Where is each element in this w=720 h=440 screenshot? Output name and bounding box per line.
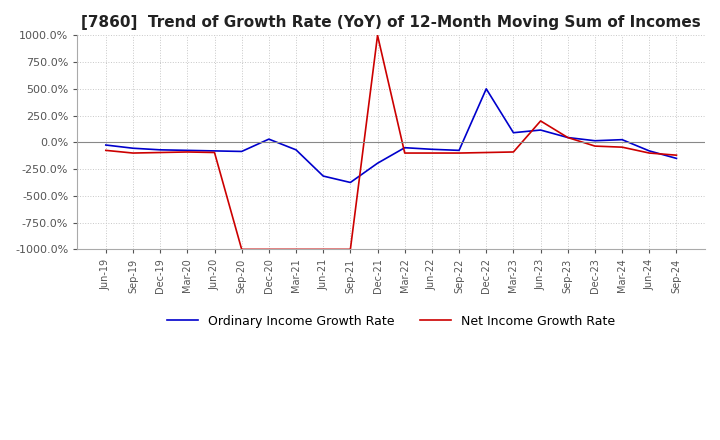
Net Income Growth Rate xyxy=(346,247,355,252)
Net Income Growth Rate xyxy=(292,247,300,252)
Net Income Growth Rate xyxy=(536,118,545,124)
Net Income Growth Rate xyxy=(672,153,681,158)
Ordinary Income Growth Rate xyxy=(645,148,654,154)
Ordinary Income Growth Rate xyxy=(564,135,572,140)
Ordinary Income Growth Rate xyxy=(618,137,626,142)
Ordinary Income Growth Rate xyxy=(238,149,246,154)
Net Income Growth Rate xyxy=(618,144,626,150)
Legend: Ordinary Income Growth Rate, Net Income Growth Rate: Ordinary Income Growth Rate, Net Income … xyxy=(162,310,620,333)
Net Income Growth Rate xyxy=(238,247,246,252)
Ordinary Income Growth Rate xyxy=(536,128,545,133)
Net Income Growth Rate xyxy=(319,247,328,252)
Net Income Growth Rate xyxy=(210,150,219,155)
Net Income Growth Rate xyxy=(455,150,464,156)
Ordinary Income Growth Rate xyxy=(672,156,681,161)
Ordinary Income Growth Rate xyxy=(292,147,300,153)
Net Income Growth Rate xyxy=(590,143,599,149)
Ordinary Income Growth Rate xyxy=(590,138,599,143)
Ordinary Income Growth Rate xyxy=(482,86,490,92)
Line: Net Income Growth Rate: Net Income Growth Rate xyxy=(106,35,677,249)
Net Income Growth Rate xyxy=(264,247,273,252)
Net Income Growth Rate xyxy=(129,150,138,156)
Ordinary Income Growth Rate xyxy=(428,147,436,152)
Ordinary Income Growth Rate xyxy=(455,148,464,153)
Title: [7860]  Trend of Growth Rate (YoY) of 12-Month Moving Sum of Incomes: [7860] Trend of Growth Rate (YoY) of 12-… xyxy=(81,15,701,30)
Net Income Growth Rate xyxy=(564,135,572,140)
Ordinary Income Growth Rate xyxy=(183,148,192,153)
Ordinary Income Growth Rate xyxy=(509,130,518,136)
Net Income Growth Rate xyxy=(183,149,192,154)
Ordinary Income Growth Rate xyxy=(210,148,219,154)
Ordinary Income Growth Rate xyxy=(373,161,382,166)
Ordinary Income Growth Rate xyxy=(264,136,273,142)
Net Income Growth Rate xyxy=(156,150,164,155)
Net Income Growth Rate xyxy=(400,150,409,156)
Ordinary Income Growth Rate xyxy=(102,143,110,148)
Ordinary Income Growth Rate xyxy=(156,147,164,153)
Net Income Growth Rate xyxy=(102,148,110,153)
Net Income Growth Rate xyxy=(482,150,490,155)
Net Income Growth Rate xyxy=(428,150,436,156)
Net Income Growth Rate xyxy=(373,33,382,38)
Ordinary Income Growth Rate xyxy=(129,146,138,151)
Ordinary Income Growth Rate xyxy=(319,173,328,179)
Net Income Growth Rate xyxy=(509,149,518,154)
Ordinary Income Growth Rate xyxy=(400,145,409,150)
Line: Ordinary Income Growth Rate: Ordinary Income Growth Rate xyxy=(106,89,677,183)
Net Income Growth Rate xyxy=(645,150,654,156)
Ordinary Income Growth Rate xyxy=(346,180,355,185)
